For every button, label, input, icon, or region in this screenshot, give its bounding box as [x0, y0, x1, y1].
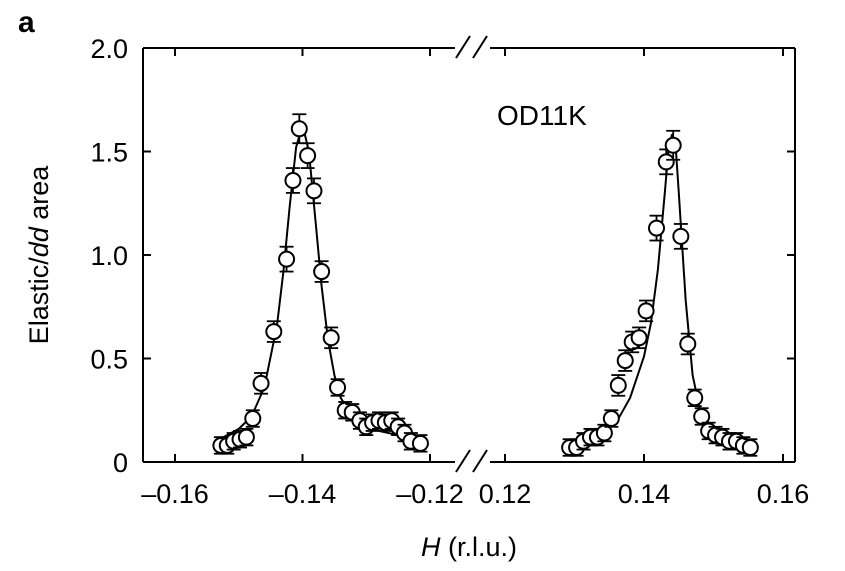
- data-marker: [329, 378, 347, 396]
- annotation-label: OD11K: [497, 100, 587, 131]
- y-axis: 0 0.5 1.0 1.5 2.0: [90, 34, 795, 478]
- data-point: [305, 177, 323, 205]
- data-marker: [686, 389, 704, 407]
- data-point: [313, 260, 331, 283]
- y-axis-label-italic: dd: [24, 226, 54, 257]
- data-point: [664, 129, 682, 161]
- data-marker: [630, 329, 648, 347]
- data-point: [630, 326, 648, 350]
- data-marker: [278, 250, 296, 268]
- data-point: [602, 409, 620, 428]
- data-point: [679, 332, 697, 356]
- data-marker: [313, 263, 331, 281]
- data-point: [637, 299, 655, 323]
- data-marker: [657, 153, 675, 171]
- data-marker: [305, 182, 323, 200]
- data-point: [237, 427, 255, 447]
- x-tick-label: 0.14: [618, 479, 671, 509]
- data-marker: [602, 410, 620, 428]
- data-point: [252, 372, 270, 395]
- data-point: [329, 378, 347, 397]
- axis-break-marks: [455, 35, 488, 473]
- data-point: [609, 374, 627, 397]
- data-point: [322, 326, 340, 350]
- x-axis-label-italic: H: [421, 532, 441, 562]
- data-marker: [265, 323, 283, 341]
- data-marker: [299, 147, 317, 165]
- x-tick-label: –0.14: [269, 479, 337, 509]
- data-marker: [741, 439, 759, 457]
- data-point: [411, 434, 429, 453]
- data-point: [265, 320, 283, 343]
- plot-frame: [142, 47, 796, 463]
- data-point: [686, 388, 704, 408]
- panel-label: a: [18, 6, 35, 39]
- x-tick-label: –0.12: [396, 479, 464, 509]
- x-tick-label: 0.16: [757, 479, 810, 509]
- y-axis-label-pre: Elastic/: [24, 257, 54, 345]
- data-point: [278, 245, 296, 273]
- data-marker: [237, 428, 255, 446]
- data-point: [616, 349, 634, 372]
- data-point: [284, 167, 302, 194]
- y-axis-label: Elastic/dd area: [24, 165, 54, 345]
- x-tick-label: –0.16: [141, 479, 209, 509]
- data-marker: [616, 352, 634, 370]
- y-axis-label-post: area: [24, 165, 54, 228]
- data-point: [672, 223, 690, 250]
- data-point: [290, 113, 308, 145]
- data-point: [648, 214, 666, 242]
- x-axis-label-rest: (r.l.u.): [440, 532, 517, 562]
- data-marker: [411, 434, 429, 452]
- data-marker: [244, 410, 262, 428]
- fit-curve-right: [574, 133, 756, 451]
- data-marker: [664, 136, 682, 154]
- y-tick-label: 2.0: [90, 34, 128, 64]
- y-tick-label: 1.0: [90, 241, 128, 271]
- y-tick-label: 1.5: [90, 138, 128, 168]
- data-point: [244, 409, 262, 428]
- x-tick-label: 0.12: [479, 479, 532, 509]
- data-marker: [679, 335, 697, 353]
- data-marker: [693, 407, 711, 425]
- x-axis: –0.16 –0.14 –0.12 0.12 0.14 0.16: [141, 48, 809, 509]
- data-marker: [637, 302, 655, 320]
- data-marker: [252, 374, 270, 392]
- data-marker: [595, 424, 613, 442]
- data-point: [741, 438, 759, 457]
- data-marker: [322, 329, 340, 347]
- y-tick-label: 0: [113, 448, 128, 478]
- data-marker: [284, 171, 302, 189]
- data-marker: [290, 120, 308, 138]
- x-axis-label: H (r.l.u.): [421, 532, 517, 562]
- data-marker: [609, 376, 627, 394]
- data-marker: [672, 227, 690, 245]
- fit-curves: [219, 123, 756, 451]
- data-point: [299, 142, 317, 169]
- data-marker: [648, 219, 666, 237]
- y-tick-label: 0.5: [90, 345, 128, 375]
- data-points: [212, 113, 759, 457]
